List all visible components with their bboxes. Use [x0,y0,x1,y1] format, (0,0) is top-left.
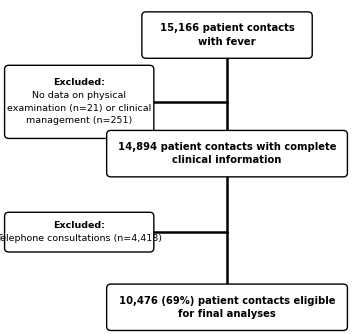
FancyBboxPatch shape [142,12,312,58]
Text: for final analyses: for final analyses [178,309,276,319]
Text: 15,166 patient contacts: 15,166 patient contacts [160,23,294,33]
Text: examination (n=21) or clinical: examination (n=21) or clinical [7,104,151,113]
Text: Excluded:: Excluded: [53,78,105,87]
FancyBboxPatch shape [107,284,347,331]
Text: Telephone consultations (n=4,418): Telephone consultations (n=4,418) [0,234,162,243]
FancyBboxPatch shape [5,65,154,139]
Text: with fever: with fever [198,37,256,47]
Text: Excluded:: Excluded: [53,221,105,230]
Text: 10,476 (69%) patient contacts eligible: 10,476 (69%) patient contacts eligible [119,296,335,306]
Text: management (n=251): management (n=251) [26,117,132,126]
FancyBboxPatch shape [107,130,347,177]
FancyBboxPatch shape [5,212,154,252]
Text: clinical information: clinical information [172,155,282,165]
Text: No data on physical: No data on physical [32,91,126,100]
Text: 14,894 patient contacts with complete: 14,894 patient contacts with complete [118,142,336,152]
